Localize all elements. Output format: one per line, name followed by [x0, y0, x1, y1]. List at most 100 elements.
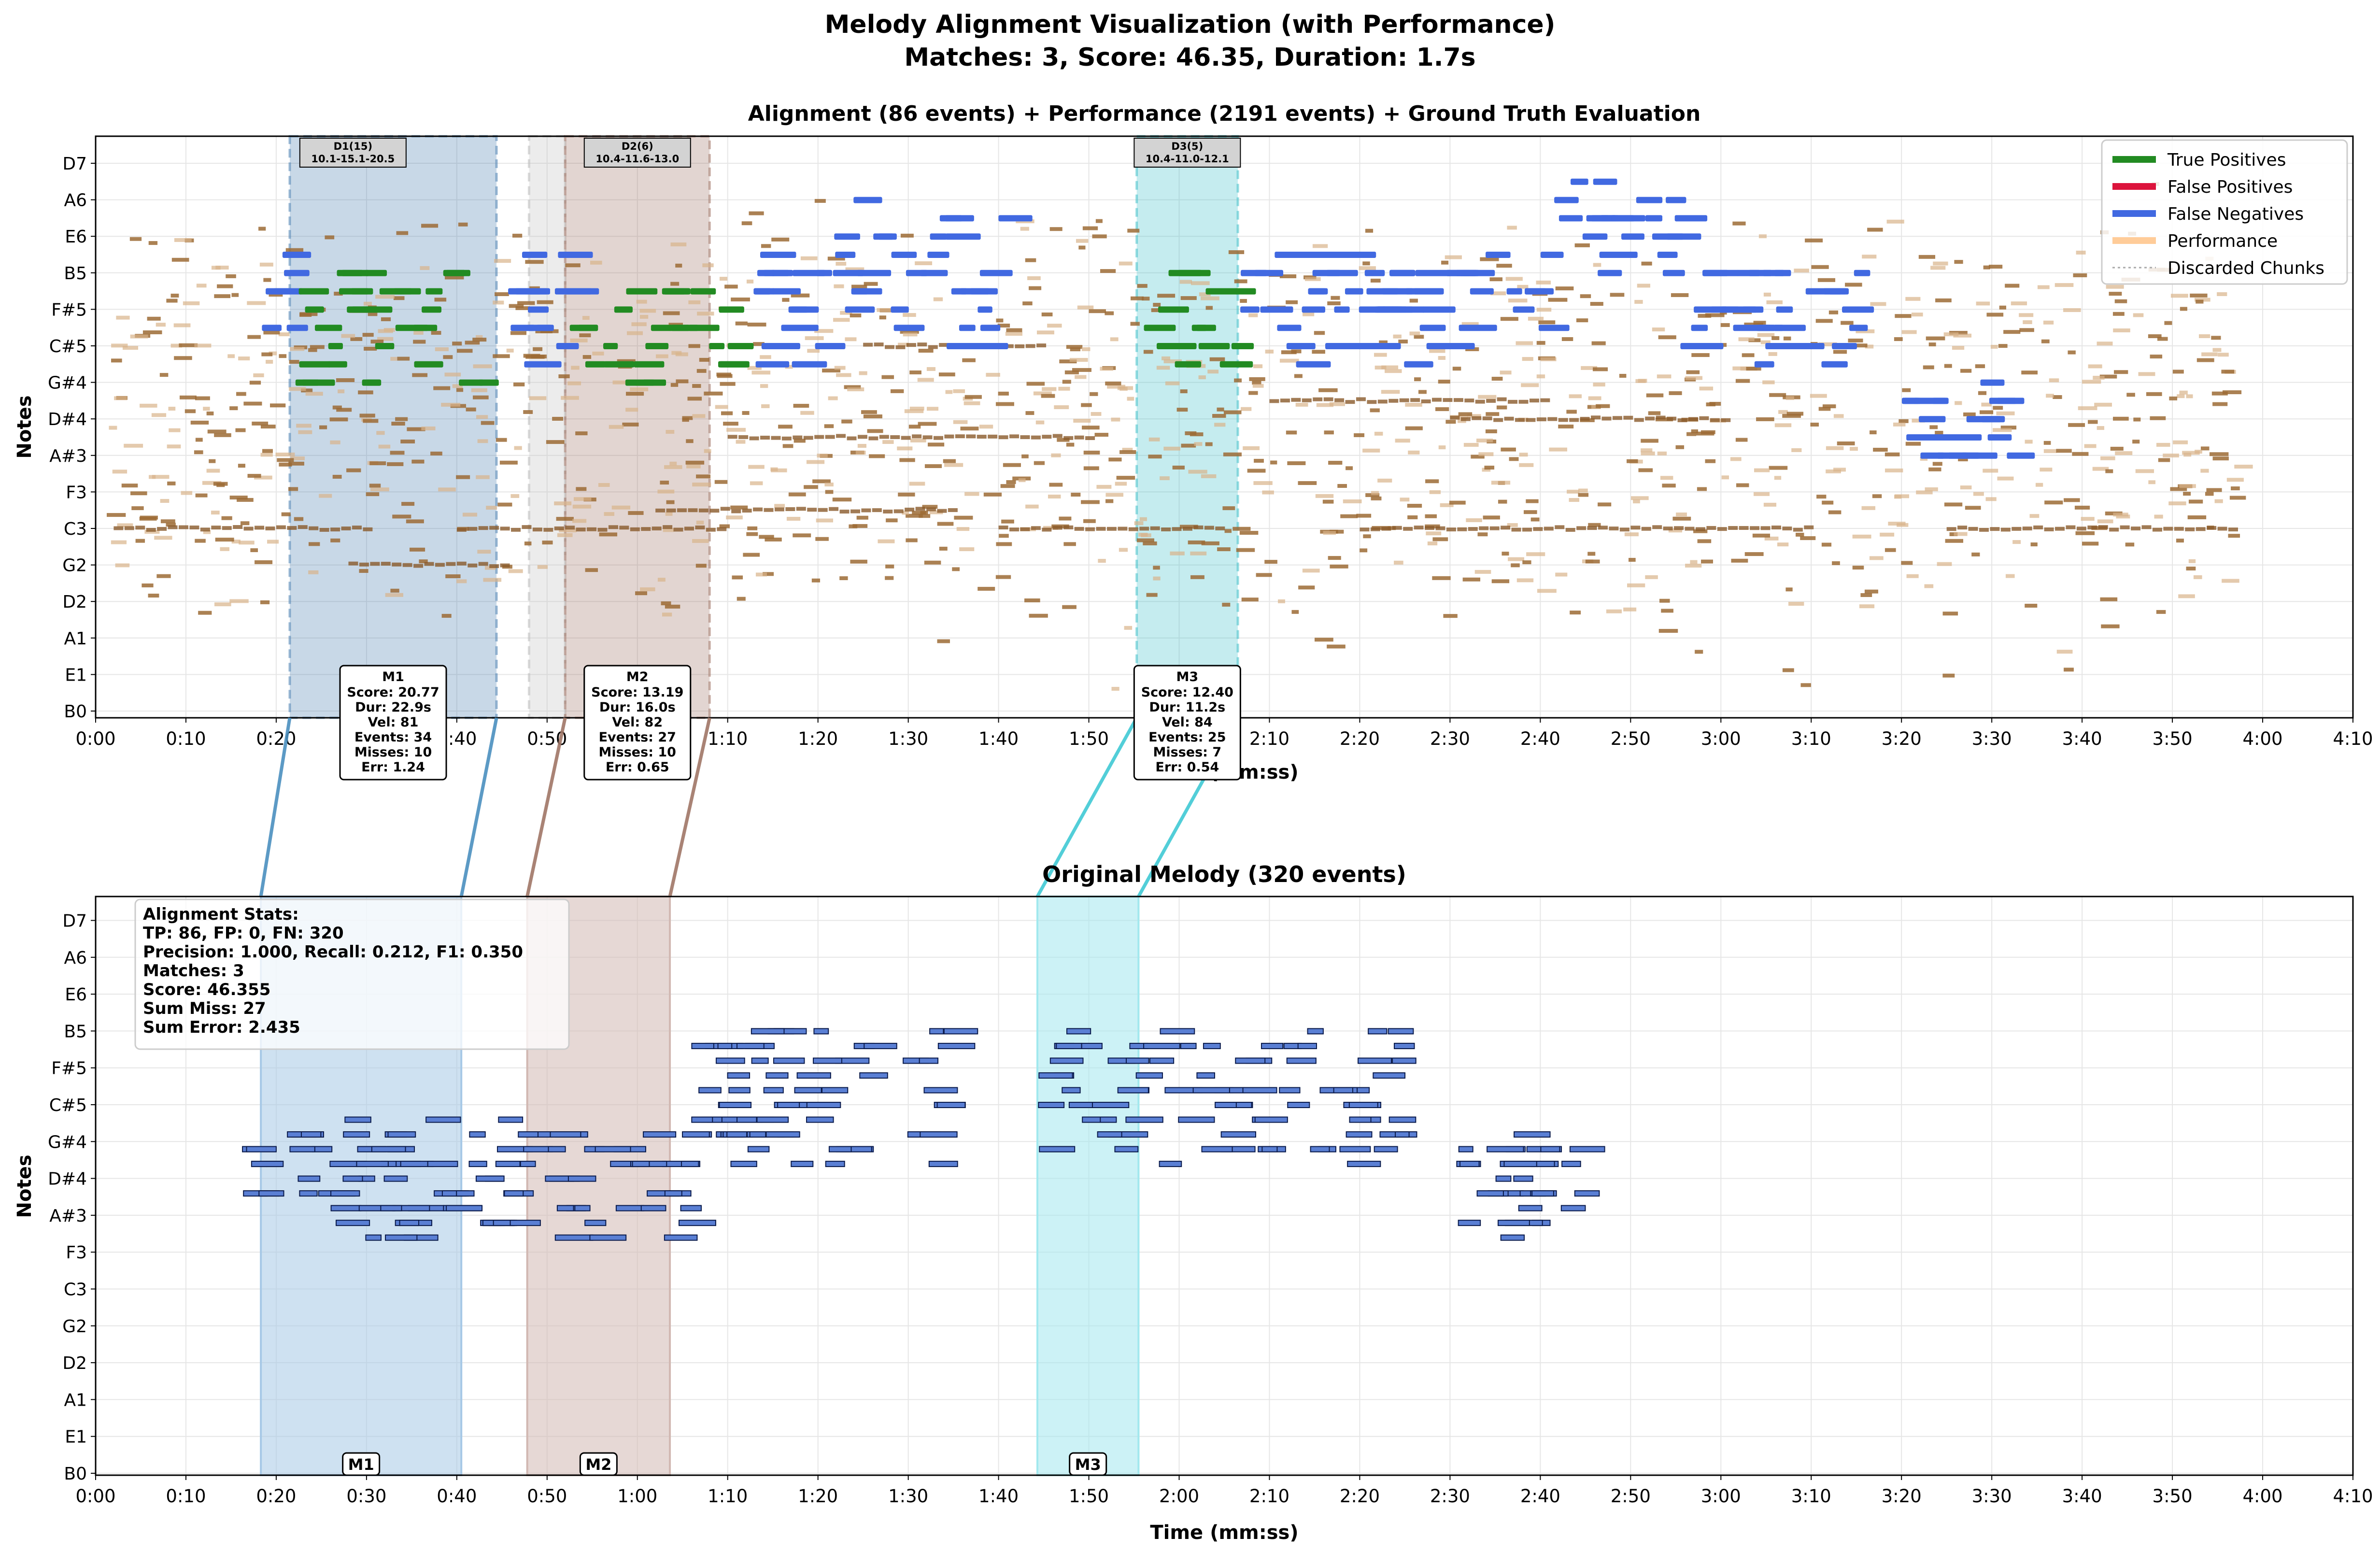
melody-note — [691, 1116, 713, 1123]
melody-note — [929, 1028, 944, 1035]
x-tick-label: 2:30 — [1430, 728, 1470, 749]
performance-note — [402, 563, 412, 567]
performance-note — [1880, 532, 1895, 537]
false-negative-note — [1538, 325, 1570, 331]
melody-note — [1114, 1146, 1139, 1153]
performance-note — [1445, 255, 1462, 259]
discarded-label-range: 10.4-11.0-12.1 — [1146, 153, 1229, 165]
performance-note — [1450, 415, 1460, 420]
performance-note — [1523, 510, 1537, 514]
performance-note — [508, 569, 523, 573]
performance-note — [237, 498, 254, 502]
performance-note — [1852, 343, 1868, 348]
performance-note — [1035, 420, 1045, 425]
performance-note — [166, 299, 178, 303]
true-positive-note — [709, 343, 725, 349]
performance-note — [979, 425, 993, 429]
performance-note — [906, 343, 916, 347]
performance-note — [2195, 450, 2202, 454]
performance-note — [221, 516, 232, 520]
performance-note — [1414, 335, 1424, 339]
performance-note — [1379, 340, 1388, 344]
performance-note — [1139, 527, 1149, 531]
performance-note — [2173, 440, 2188, 444]
performance-note — [696, 474, 711, 479]
melody-note — [1125, 1116, 1163, 1123]
performance-note — [1181, 443, 1196, 448]
melody-note — [344, 1116, 371, 1123]
performance-note — [1897, 523, 1909, 527]
performance-note — [240, 521, 250, 526]
performance-note — [1750, 526, 1760, 530]
performance-note — [912, 434, 922, 439]
performance-note — [1771, 336, 1780, 340]
performance-note — [1049, 483, 1063, 487]
performance-note — [1588, 396, 1601, 400]
performance-note — [129, 237, 142, 241]
performance-note — [1201, 474, 1217, 478]
false-negative-note — [834, 233, 860, 240]
performance-note — [1405, 426, 1423, 430]
performance-note — [420, 266, 430, 270]
performance-note — [587, 527, 597, 531]
performance-note — [509, 304, 524, 308]
melody-note — [1388, 1028, 1414, 1035]
performance-note — [1328, 461, 1343, 465]
performance-note — [2168, 501, 2186, 506]
performance-note — [2188, 559, 2196, 563]
connector-line — [459, 717, 498, 897]
true-positive-note — [688, 325, 720, 331]
performance-note — [381, 317, 391, 321]
false-negative-note — [1446, 270, 1480, 276]
false-negative-note — [852, 288, 882, 295]
performance-note — [904, 409, 924, 413]
performance-note — [1239, 531, 1259, 535]
false-negative-note — [1334, 306, 1350, 313]
true-positive-note — [1191, 325, 1207, 331]
performance-note — [570, 338, 588, 342]
performance-note — [1070, 347, 1081, 352]
performance-note — [151, 413, 167, 417]
performance-note — [1248, 313, 1258, 317]
performance-note — [609, 425, 624, 429]
melody-region — [1037, 897, 1139, 1475]
performance-note — [1049, 227, 1062, 231]
melody-note — [791, 1161, 814, 1168]
performance-note — [1949, 532, 1958, 537]
performance-note — [2212, 348, 2222, 352]
performance-note — [1291, 349, 1302, 354]
performance-note — [1163, 359, 1182, 364]
performance-note — [1901, 330, 1917, 334]
performance-note — [1591, 341, 1606, 345]
performance-note — [266, 359, 273, 364]
melody-note — [456, 1190, 475, 1197]
false-negative-note — [771, 270, 790, 276]
performance-note — [1641, 527, 1651, 531]
melody-note — [923, 1087, 958, 1094]
performance-note — [1172, 465, 1185, 470]
x-tick-label: 0:10 — [166, 1486, 206, 1507]
performance-note — [476, 335, 483, 339]
performance-note — [761, 404, 770, 408]
performance-note — [496, 438, 507, 442]
melody-note — [1348, 1102, 1378, 1108]
performance-note — [840, 311, 852, 315]
melody-note — [468, 1161, 487, 1168]
performance-note — [1953, 333, 1972, 338]
performance-note — [1071, 492, 1081, 497]
performance-note — [1463, 442, 1479, 447]
performance-note — [807, 508, 817, 512]
performance-note — [499, 460, 518, 465]
performance-note — [156, 574, 171, 578]
true-positive-note — [295, 379, 319, 386]
performance-note — [824, 424, 834, 428]
performance-note — [288, 387, 306, 391]
performance-note — [1395, 439, 1410, 443]
false-negative-note — [835, 252, 856, 258]
performance-note — [2172, 370, 2184, 374]
performance-note — [308, 348, 317, 352]
performance-note — [1034, 461, 1045, 465]
performance-note — [1157, 294, 1176, 298]
performance-note — [742, 411, 750, 415]
performance-note — [2101, 624, 2120, 628]
